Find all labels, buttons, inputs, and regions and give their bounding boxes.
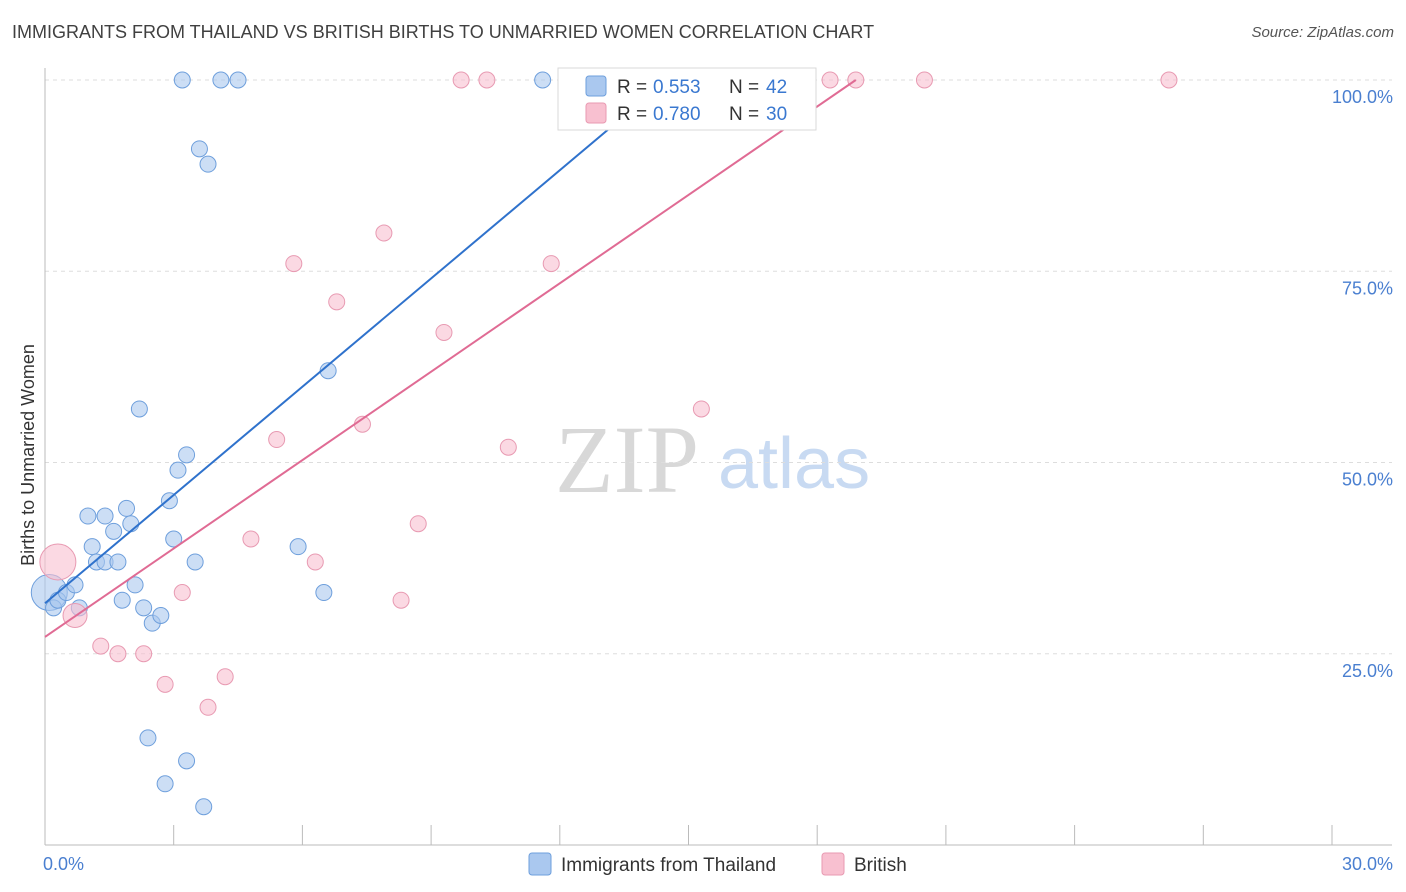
y-tick-label-0: 100.0% [1332, 87, 1393, 107]
thailand-point [156, 775, 174, 793]
y-axis-label: Births to Unmarried Women [18, 344, 38, 566]
british-point [435, 323, 453, 341]
x-tick-label-1: 30.0% [1342, 854, 1393, 874]
x-tick-label-0: 0.0% [43, 854, 84, 874]
british-point [216, 668, 234, 686]
trend-lines [44, 79, 857, 638]
thailand-point [165, 530, 183, 548]
thailand-point [105, 522, 123, 540]
grid-lines [45, 79, 1392, 655]
thailand-point [178, 446, 196, 464]
chart-title: IMMIGRANTS FROM THAILAND VS BRITISH BIRT… [12, 22, 875, 42]
thailand-point [83, 538, 101, 556]
series-legend: Immigrants from Thailand British [528, 852, 907, 876]
legend-r-value-2: 0.780 [653, 104, 701, 125]
thailand-point [178, 752, 196, 770]
british-point [92, 637, 110, 655]
thailand-point [139, 729, 157, 747]
thailand-point [534, 71, 552, 89]
british-point [135, 645, 153, 663]
thailand-point [229, 71, 247, 89]
thailand-point [186, 553, 204, 571]
bottom-legend-swatch-thailand [528, 852, 552, 876]
legend-swatch-thailand [585, 75, 607, 97]
thailand-point [169, 461, 187, 479]
thailand-point [195, 798, 213, 816]
legend-n-label-2: N = [729, 104, 759, 125]
thailand-point [173, 71, 191, 89]
thailand-point [199, 155, 217, 173]
british-point [915, 71, 933, 89]
british-point [156, 675, 174, 693]
bottom-legend-british: British [854, 855, 907, 876]
british-point [328, 293, 346, 311]
y-tick-label-3: 25.0% [1342, 661, 1393, 681]
british-point [242, 530, 260, 548]
british-point [306, 553, 324, 571]
thailand-point [152, 607, 170, 624]
british-point [452, 71, 470, 89]
thailand-trend-line [44, 79, 668, 605]
thailand-point [118, 499, 136, 517]
british-trend-line [44, 79, 857, 638]
y-tick-label-1: 75.0% [1342, 278, 1393, 298]
british-point [409, 515, 427, 533]
british-point [199, 698, 217, 716]
thailand-point [79, 507, 97, 525]
thailand-point [315, 584, 333, 602]
british-point [1160, 71, 1178, 89]
thailand-point [113, 591, 131, 609]
british-point [109, 645, 127, 663]
legend-n-value-1: 42 [766, 77, 787, 98]
legend-r-value-1: 0.553 [653, 77, 701, 98]
british-points [39, 71, 1178, 716]
correlation-legend: R = 0.553 N = 42 R = 0.780 N = 30 [557, 67, 817, 131]
watermark-atlas: atlas [718, 424, 870, 504]
legend-r-label-1: R = [617, 77, 647, 98]
british-point [268, 431, 286, 449]
thailand-point [289, 538, 307, 556]
axes [44, 68, 1392, 846]
y-tick-label-2: 50.0% [1342, 470, 1393, 490]
thailand-point [130, 400, 148, 418]
thailand-point [126, 576, 144, 594]
watermark-zip: ZIP [555, 406, 699, 513]
british-point [173, 584, 191, 602]
legend-r-label-2: R = [617, 104, 647, 125]
british-point [499, 438, 517, 456]
y-tick-labels: 100.0% 75.0% 50.0% 25.0% [1332, 87, 1393, 681]
thailand-point [96, 507, 114, 525]
british-point [542, 255, 560, 273]
british-point [39, 543, 77, 581]
bottom-legend-swatch-british [821, 852, 845, 876]
legend-swatch-british [585, 102, 607, 124]
thailand-point [109, 553, 127, 571]
thailand-point [135, 599, 153, 617]
british-point [478, 71, 496, 89]
british-point [375, 224, 393, 242]
legend-n-label-1: N = [729, 77, 759, 98]
legend-n-value-2: 30 [766, 104, 787, 125]
british-point [285, 255, 303, 273]
british-point [692, 400, 710, 418]
x-tick-labels: 0.0% 30.0% [43, 854, 1393, 874]
british-point [392, 591, 410, 609]
bottom-legend-thailand: Immigrants from Thailand [561, 855, 776, 876]
thailand-point [212, 71, 230, 89]
thailand-point [160, 492, 178, 510]
source-note: Source: ZipAtlas.com [1251, 24, 1394, 41]
thailand-point [122, 515, 140, 533]
thailand-point [190, 140, 208, 158]
british-point [821, 71, 839, 89]
